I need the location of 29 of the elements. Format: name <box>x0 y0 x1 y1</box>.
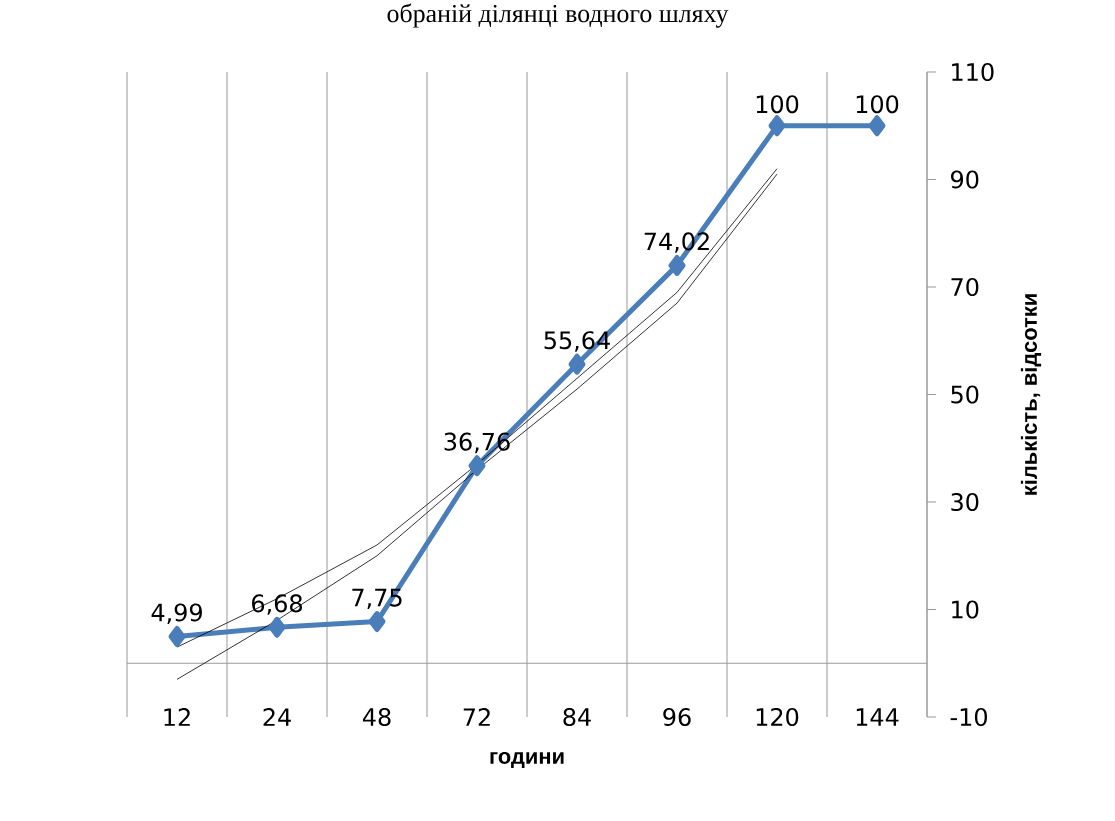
point <box>168 625 186 647</box>
x-tick-label: 12 <box>164 708 190 726</box>
x-tick-label: 120 <box>756 707 799 727</box>
y-tick-label: 90 <box>951 170 979 189</box>
x-tick-label: 24 <box>263 708 291 726</box>
point <box>668 254 686 276</box>
data-label: 4,99 <box>151 603 202 624</box>
chart-title: обраній ділянці водного шляху <box>387 3 729 28</box>
y-tick-label: 70 <box>951 277 979 297</box>
x-tick-label: 144 <box>856 708 899 726</box>
data-label: 100 <box>856 95 899 114</box>
y-tick-label: 50 <box>951 385 979 404</box>
y-axis-title: кількість, відсотки <box>1020 294 1042 495</box>
x-tick-label: 48 <box>362 707 391 727</box>
point <box>368 611 386 633</box>
y-tick-label: 30 <box>951 492 979 512</box>
x-tick-label: 96 <box>663 707 691 727</box>
point <box>268 616 286 638</box>
point <box>568 353 586 375</box>
y-tick-label: 110 <box>952 62 994 82</box>
y-tick-label: 10 <box>952 600 979 619</box>
y-tick-label: -10 <box>950 707 987 727</box>
x-tick-label: 84 <box>563 707 591 727</box>
point <box>868 115 886 137</box>
data-label: 100 <box>756 95 799 114</box>
point <box>468 455 486 477</box>
point <box>768 115 786 137</box>
x-axis-title: години <box>490 751 564 769</box>
x-tick-label: 72 <box>463 708 490 726</box>
